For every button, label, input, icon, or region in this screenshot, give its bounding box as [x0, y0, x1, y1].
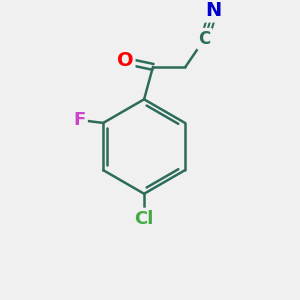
Text: N: N	[205, 1, 222, 20]
Text: Cl: Cl	[134, 210, 154, 228]
Text: F: F	[74, 111, 86, 129]
Text: C: C	[199, 30, 211, 48]
Text: O: O	[117, 52, 133, 70]
